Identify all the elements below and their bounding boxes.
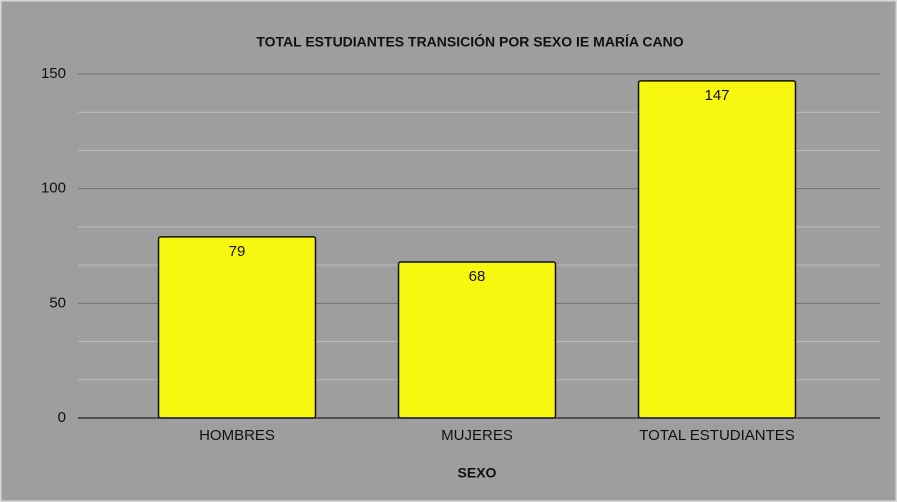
x-axis-label: SEXO xyxy=(458,465,497,481)
y-tick-label: 50 xyxy=(49,294,66,311)
x-tick-label: HOMBRES xyxy=(199,427,275,444)
data-label: 147 xyxy=(704,87,729,104)
y-tick-label: 150 xyxy=(41,65,66,82)
x-tick-label: MUJERES xyxy=(441,427,513,444)
bar xyxy=(157,236,317,419)
data-label: 68 xyxy=(469,268,486,285)
bar xyxy=(637,80,797,419)
bar xyxy=(397,261,557,419)
y-tick-label: 0 xyxy=(58,409,66,426)
x-tick-label: TOTAL ESTUDIANTES xyxy=(639,427,795,444)
chart-title: TOTAL ESTUDIANTES TRANSICIÓN POR SEXO IE… xyxy=(256,33,683,50)
data-label: 79 xyxy=(229,243,246,260)
y-tick-label: 100 xyxy=(41,180,66,197)
